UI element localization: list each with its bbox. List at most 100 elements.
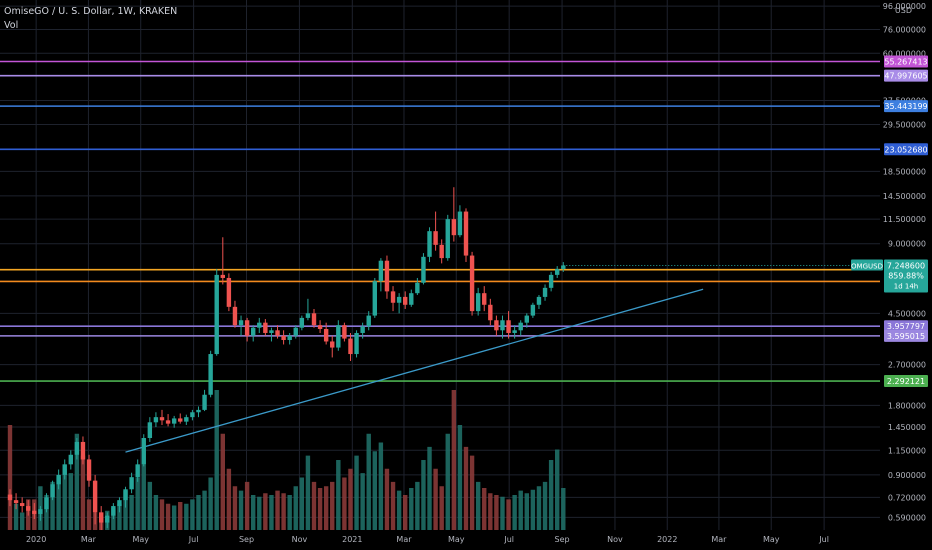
volume-bar [445,433,450,530]
volume-bar [427,446,432,530]
candle-body [378,260,384,282]
candle-body [475,293,481,312]
volume-bar [439,486,444,530]
volume-bar [44,495,49,530]
candle-body [366,315,371,327]
candle-body [86,459,92,481]
candle-body [281,335,286,341]
volume-bar [13,503,19,530]
bar-countdown-label: 1d 14h [894,282,918,290]
x-tick-label: 2020 [26,535,46,544]
symbol-tag [851,259,883,271]
volume-bar [469,455,475,530]
candle-body [99,512,104,523]
candle-body [348,338,353,355]
candle-body [293,327,298,336]
symbol-header: OmiseGO / U. S. Dollar, 1W, KRAKEN [4,6,178,17]
time-axis-panel [0,530,880,550]
y-tick-label: 76.000000 [883,26,926,35]
level-price-tag-label: 35.443199 [884,102,927,111]
volume-bar [378,442,384,530]
candle-body [542,287,548,297]
volume-bar [323,486,329,530]
candle-body [244,320,250,336]
candle-body [396,296,402,303]
candle-body [257,322,262,328]
y-tick-label: 0.900000 [888,471,926,480]
candle-body [202,394,207,410]
y-tick-label: 4.500000 [888,309,926,318]
level-price-tag-label: 23.052680 [884,145,927,154]
y-tick-label: 96.000000 [883,2,926,11]
volume-bar [372,451,377,530]
volume-bar [153,495,159,530]
volume-bar [19,512,25,530]
candle-body [439,244,444,259]
x-tick-label: Jul [818,535,829,544]
candle-body [555,268,560,275]
volume-bar [542,481,548,530]
volume-bar [548,460,554,530]
volume-bar [123,490,128,530]
candle-body [451,219,457,236]
candle-body [409,293,414,305]
candle-body [342,325,347,339]
volume-bar [208,477,213,530]
volume-bar [317,488,323,530]
candle-body [7,494,13,501]
volume-bar [196,495,201,530]
volume-bar [263,493,268,530]
volume-bar [275,490,280,530]
candle-body [488,304,493,321]
candle-body [56,474,61,485]
candle-body [26,506,31,511]
candle-body [117,500,122,507]
volume-bar [330,481,335,530]
level-price-tag [884,55,928,68]
level-price-tag [884,143,928,156]
volume-bar [269,495,274,530]
symbol-tag-label: OMGUSD [851,262,883,270]
volume-bar [50,481,55,530]
x-tick-label: May [448,535,465,544]
volume-bar [190,499,195,530]
candle-body [463,211,469,256]
volume-bar [518,490,523,530]
candle-body [153,417,159,423]
candle-body [165,420,171,424]
candle-body [506,320,511,333]
candle-body [38,509,43,514]
candle-body [105,515,110,523]
volume-bar [457,425,463,530]
candle-body [80,441,86,460]
volume-bar [129,495,134,530]
x-tick-label: Mar [711,535,727,544]
volume-bar [488,493,493,530]
y-tick-label: 0.720000 [888,493,926,502]
x-tick-label: Nov [607,535,623,544]
candle-body [44,497,49,510]
candle-body [336,325,341,348]
volume-bar [220,433,225,530]
candle-body [390,291,396,303]
volume-bar [238,490,244,530]
y-tick-label: 11.500000 [883,215,926,224]
volume-bar [147,481,153,530]
volume-bar [80,455,86,530]
volume-bar [305,455,311,530]
candle-body [92,480,98,513]
volume-bar [178,502,183,530]
candle-body [469,255,475,312]
candle-body [427,231,432,257]
volume-bar [475,481,481,530]
candle-body [433,231,438,245]
candle-body [135,464,140,478]
volume-bar [68,473,73,530]
volume-bar [396,490,402,530]
volume-bar [342,477,347,530]
candle-body [62,464,67,475]
volume-bar [141,464,146,530]
candle-body [171,418,177,424]
